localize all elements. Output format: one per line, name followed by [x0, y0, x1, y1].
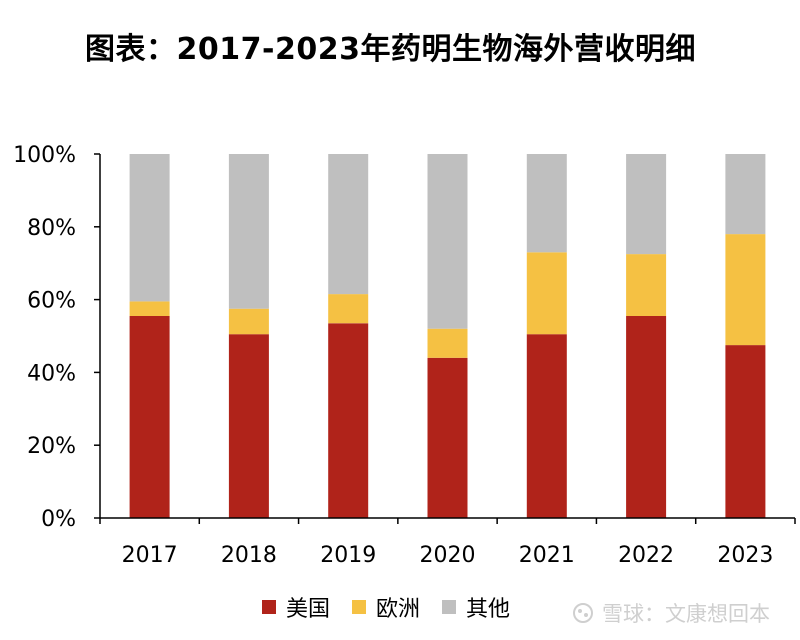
legend-item-other: 其他 — [442, 591, 510, 623]
stacked-bar-chart: 0% 20% 40% 60% 80% 100% 2017 2018 2019 2020 2021 20… — [13, 143, 796, 568]
bar-2017-series-0 — [129, 316, 170, 518]
bar-2021-series-2 — [526, 154, 567, 253]
bar-2018-series-1 — [228, 308, 269, 335]
bar-2022-series-2 — [626, 154, 667, 255]
y-tick-label: 60% — [27, 289, 76, 314]
y-tick-label: 80% — [27, 216, 76, 241]
chart-title: 图表：2017-2023年药明生物海外营收明细 — [85, 32, 696, 67]
x-tick-label: 2021 — [519, 543, 575, 568]
watermark: 雪球：文康想回本 — [570, 598, 770, 628]
legend-label-other: 其他 — [466, 597, 511, 622]
bar-2018-series-0 — [228, 334, 269, 518]
bar-2022-series-1 — [626, 254, 667, 316]
watermark-text: 雪球：文康想回本 — [602, 602, 770, 626]
bar-2023-series-1 — [725, 234, 766, 346]
bar-2023-series-2 — [725, 154, 766, 235]
bar-2022-series-0 — [626, 316, 667, 518]
x-tick-label: 2023 — [717, 543, 773, 568]
x-tick-label: 2018 — [221, 543, 277, 568]
y-tick-label: 0% — [41, 507, 76, 532]
x-tick-label: 2022 — [618, 543, 674, 568]
y-tick-label: 40% — [27, 361, 76, 386]
bar-2017-series-1 — [129, 301, 170, 316]
x-tick-label: 2020 — [420, 543, 476, 568]
legend-swatch-other — [442, 600, 457, 614]
bar-2017-series-2 — [129, 154, 170, 302]
bar-2019-series-2 — [328, 154, 369, 295]
legend-swatch-us — [262, 600, 276, 614]
legend: 美国 欧洲 其他 — [262, 591, 532, 623]
bar-2021-series-0 — [526, 334, 567, 518]
bar-2018-series-2 — [228, 154, 269, 309]
legend-item-us: 美国 — [262, 591, 330, 623]
y-tick-label: 20% — [27, 434, 76, 459]
bar-2020-series-2 — [427, 154, 468, 329]
legend-label-us: 美国 — [286, 597, 331, 622]
bar-2020-series-0 — [427, 357, 468, 518]
y-tick-label: 100% — [13, 143, 76, 168]
bar-2019-series-1 — [328, 294, 369, 324]
legend-label-europe: 欧洲 — [376, 597, 421, 622]
bar-2019-series-0 — [328, 323, 369, 518]
x-tick-label: 2019 — [320, 543, 376, 568]
bars-group — [129, 154, 766, 518]
legend-item-europe: 欧洲 — [352, 591, 420, 623]
x-tick-label: 2017 — [122, 543, 178, 568]
legend-swatch-europe — [352, 600, 367, 614]
axes-group: 0% 20% 40% 60% 80% 100% 2017 2018 2019 2020 2021 20… — [13, 143, 796, 568]
snowball-icon — [573, 603, 593, 623]
bar-2020-series-1 — [427, 328, 468, 358]
bar-2021-series-1 — [526, 252, 567, 335]
bar-2023-series-0 — [725, 345, 766, 518]
